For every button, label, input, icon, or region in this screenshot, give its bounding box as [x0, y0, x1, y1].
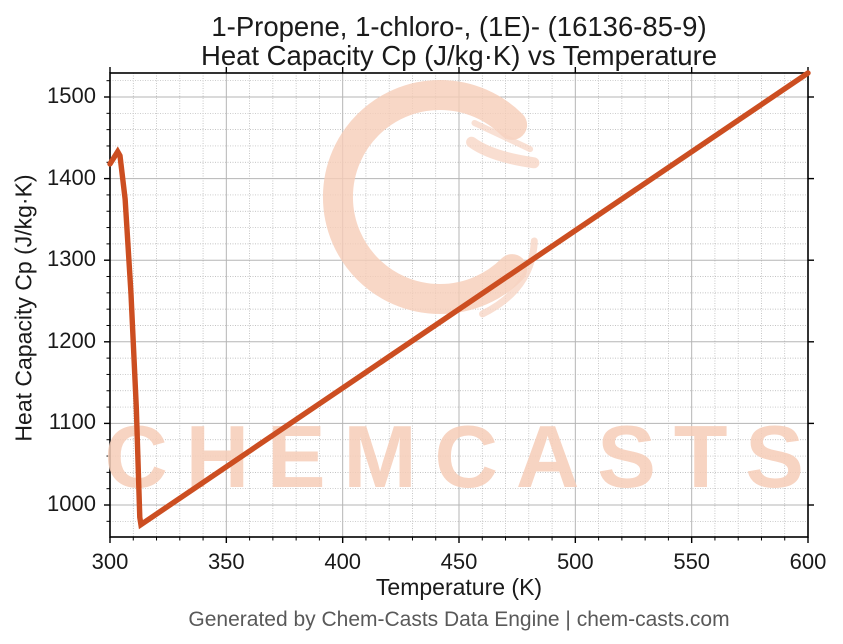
svg-text:CHEMCASTS: CHEMCASTS — [104, 407, 822, 506]
